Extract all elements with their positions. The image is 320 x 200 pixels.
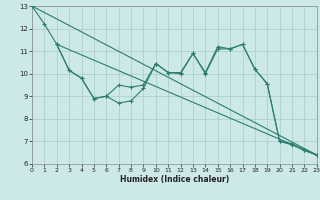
X-axis label: Humidex (Indice chaleur): Humidex (Indice chaleur) [120, 175, 229, 184]
